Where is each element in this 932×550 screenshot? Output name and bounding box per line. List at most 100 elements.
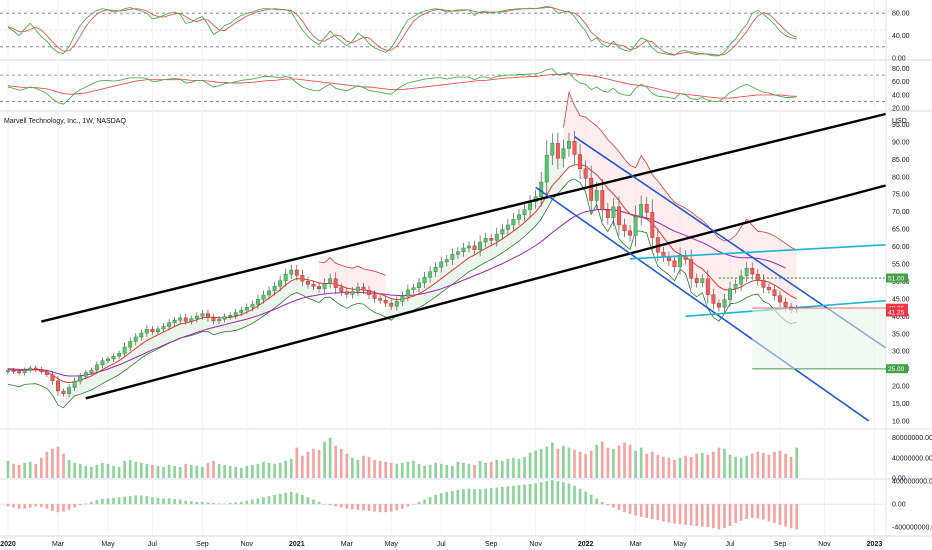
time-tick-label: Sep (774, 541, 787, 548)
volume-bar (423, 465, 426, 478)
price-tick-label: 20.00 (892, 384, 910, 391)
volume-bar (362, 455, 365, 478)
candle-body (94, 364, 99, 371)
osc-bar (156, 497, 160, 505)
candle-body (6, 370, 10, 373)
osc-bar (578, 488, 582, 505)
volume-bar (56, 446, 60, 478)
volume-bar (767, 454, 771, 478)
candle-body (233, 312, 238, 316)
volume-bar (600, 441, 604, 478)
price-pane (6, 90, 887, 422)
stoch-tick-label: 0.00 (892, 56, 906, 63)
candle-body (156, 328, 160, 332)
price-tick-label: 35.00 (892, 331, 910, 338)
candle-body (339, 287, 344, 292)
candle-body (39, 369, 44, 373)
osc-bar (712, 504, 715, 529)
osc-bar (534, 483, 537, 505)
candle-body (633, 216, 638, 236)
osc-bar (373, 504, 376, 512)
volume-bar (556, 448, 560, 478)
volume-bar (289, 458, 293, 478)
volume-bar (328, 437, 332, 478)
osc-bar (550, 480, 554, 505)
volume-bar (145, 463, 149, 478)
volume-bar (73, 462, 76, 478)
candle-body (361, 286, 366, 291)
volume-bar (367, 456, 371, 478)
candle-body (555, 143, 560, 159)
candle-body (200, 313, 205, 317)
volume-bar (778, 450, 782, 478)
candle-body (294, 269, 299, 276)
osc-bar (495, 487, 499, 505)
candle-body (67, 387, 72, 395)
price-tick-label: 60.00 (892, 244, 910, 251)
candle-body (589, 177, 594, 201)
price-tag (886, 307, 908, 317)
volume-bar (273, 463, 276, 478)
candle-body (544, 154, 549, 183)
volume-bar (112, 465, 115, 478)
time-tick-label: Nov (529, 541, 542, 548)
osc-bar (62, 504, 65, 512)
volume-bar (17, 464, 21, 478)
volume-bar (528, 452, 532, 478)
volume-bar (662, 456, 665, 478)
candle-body (472, 245, 477, 250)
stoch-k-line (7, 6, 797, 57)
candle-body (111, 355, 116, 360)
osc-bar (545, 481, 549, 505)
osc-bar (334, 504, 338, 507)
volume-bar (473, 464, 476, 478)
candle-body (728, 288, 732, 300)
rsi-tick-label: 20.00 (892, 106, 910, 113)
volume-bar (139, 462, 143, 478)
volume-bar (389, 462, 393, 478)
candle-body (778, 295, 782, 303)
volume-tick-label: 80000000.00 (892, 435, 932, 442)
candle-body (178, 317, 183, 321)
price-tick-label: 10.00 (892, 419, 910, 426)
candle-body (161, 326, 166, 330)
osc-bar (723, 504, 726, 529)
osc-bar (112, 497, 115, 505)
candle-body (378, 298, 383, 301)
osc-bar (278, 493, 282, 505)
price-tick-label: 95.00 (892, 122, 910, 129)
candle-body (772, 289, 777, 296)
osc-bar (406, 504, 410, 507)
osc-bar (195, 501, 199, 505)
price-tick-label: 15.00 (892, 401, 910, 408)
volume-bar (534, 450, 537, 478)
volume-bar (323, 441, 326, 478)
osc-bar (239, 501, 243, 505)
osc-bar (34, 504, 38, 507)
volume-bar (178, 466, 182, 478)
osc-bar (28, 504, 32, 508)
volume-bar (517, 458, 521, 478)
candle-body (444, 259, 449, 263)
osc-bar (328, 504, 332, 506)
volume-bar (756, 451, 760, 478)
candle-body (78, 376, 83, 382)
volume-bar (656, 454, 660, 478)
osc-tick-label: -400000000.00 (892, 525, 932, 532)
candle-body (394, 301, 399, 307)
osc-bar (523, 484, 526, 505)
osc-bar (312, 499, 315, 505)
osc-bar (139, 495, 143, 505)
osc-bar (606, 504, 610, 506)
candle-body (717, 303, 721, 308)
osc-bar (295, 493, 299, 505)
osc-bar (506, 486, 510, 505)
volume-bar (6, 460, 10, 478)
osc-bar (262, 497, 265, 505)
osc-bar (717, 504, 721, 530)
volume-bar (639, 447, 643, 478)
volume-bar (62, 453, 65, 478)
candle-body (133, 336, 138, 342)
volume-bar (356, 459, 360, 478)
